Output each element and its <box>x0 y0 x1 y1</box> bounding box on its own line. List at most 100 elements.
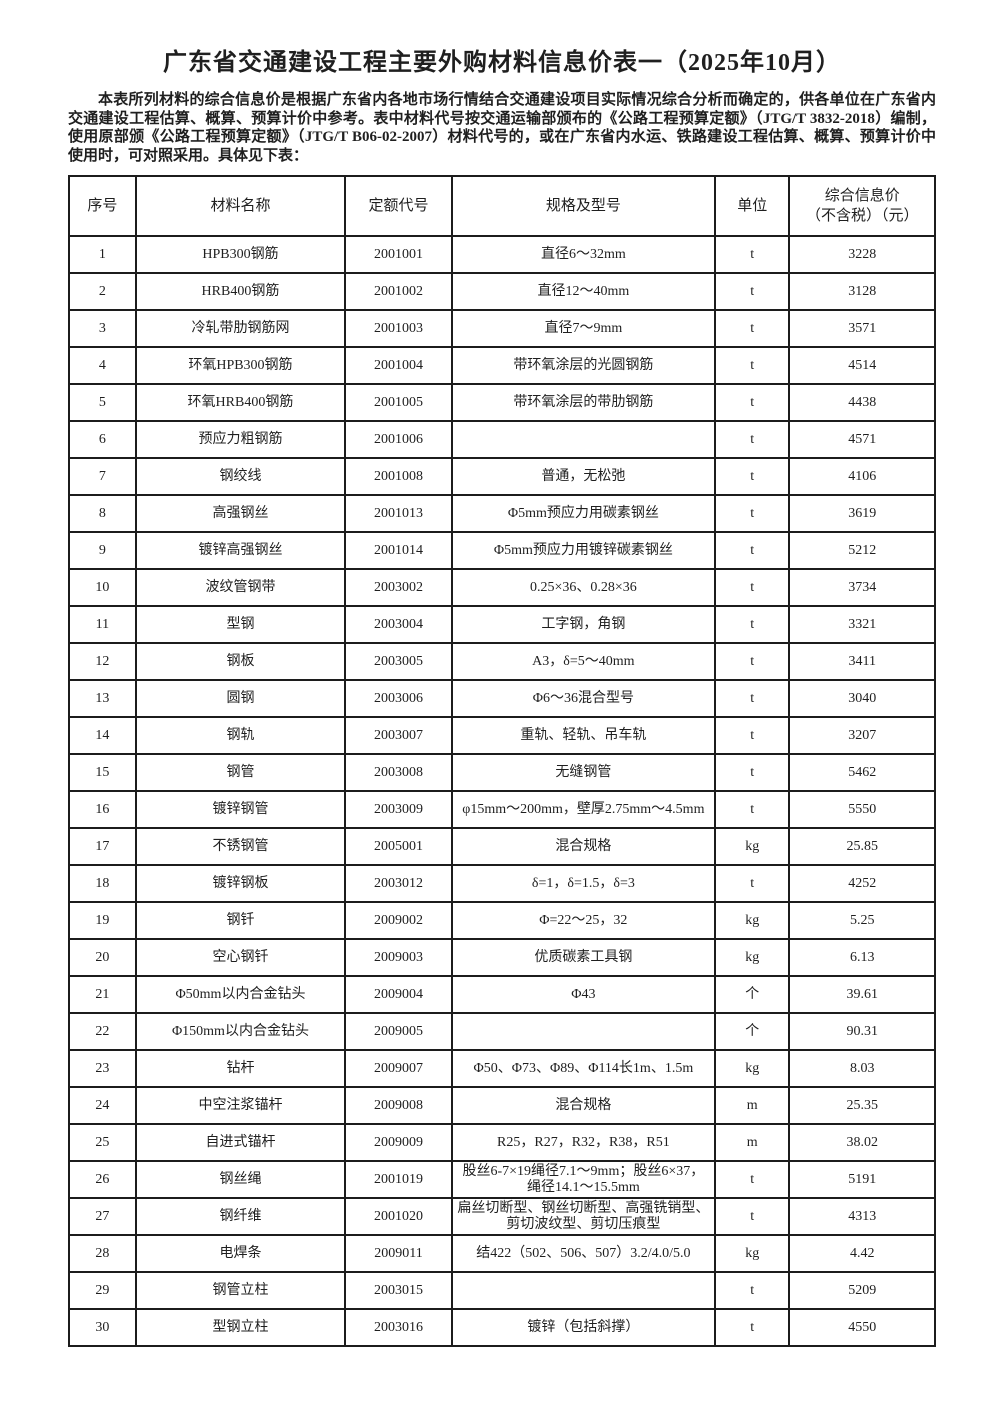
cell-row-number: 23 <box>68 1049 137 1089</box>
cell-quota-code: 2001019 <box>344 1160 453 1200</box>
cell-quota-code: 2001002 <box>344 272 453 312</box>
cell-price: 3734 <box>788 568 936 608</box>
cell-row-number: 11 <box>68 605 137 645</box>
cell-row-number: 12 <box>68 642 137 682</box>
cell-unit: t <box>713 1197 791 1237</box>
cell-material-name: 环氧HPB300钢筋 <box>134 346 347 386</box>
cell-quota-code: 2001004 <box>344 346 453 386</box>
cell-quota-code: 2003004 <box>344 605 453 645</box>
cell-quota-code: 2009005 <box>344 1012 453 1052</box>
cell-unit: t <box>713 605 791 645</box>
cell-unit: t <box>713 420 791 460</box>
column-header-no: 序号 <box>68 175 137 238</box>
cell-material-name: 高强钢丝 <box>134 494 347 534</box>
table-row: 27 钢纤维 2001020 扁丝切断型、钢丝切断型、高强铣销型、剪切波纹型、剪… <box>68 1197 936 1237</box>
cell-quota-code: 2001014 <box>344 531 453 571</box>
cell-quota-code: 2003007 <box>344 716 453 756</box>
cell-spec-model: Φ=22～25，32 <box>450 901 717 941</box>
cell-material-name: 电焊条 <box>134 1234 347 1274</box>
table-row: 14 钢轨 2003007 重轨、轻轨、吊车轨 t 3207 <box>68 716 936 756</box>
cell-quota-code: 2009002 <box>344 901 453 941</box>
cell-row-number: 5 <box>68 383 137 423</box>
cell-spec-model: 直径12～40mm <box>450 272 717 312</box>
cell-price: 3207 <box>788 716 936 756</box>
table-row: 28 电焊条 2009011 结422（502、506、507）3.2/4.0/… <box>68 1234 936 1274</box>
cell-spec-model: Φ6～36混合型号 <box>450 679 717 719</box>
cell-unit: t <box>713 716 791 756</box>
cell-spec-model: 普通，无松弛 <box>450 457 717 497</box>
table-row: 8 高强钢丝 2001013 Φ5mm预应力用碳素钢丝 t 3619 <box>68 494 936 534</box>
cell-quota-code: 2001008 <box>344 457 453 497</box>
cell-unit: t <box>713 494 791 534</box>
cell-spec-model: 混合规格 <box>450 1086 717 1126</box>
cell-quota-code: 2001003 <box>344 309 453 349</box>
cell-spec-model: Φ50、Φ73、Φ89、Φ114长1m、1.5m <box>450 1049 717 1089</box>
cell-material-name: Φ150mm以内合金钻头 <box>134 1012 347 1052</box>
cell-price: 5212 <box>788 531 936 571</box>
table-row: 4 环氧HPB300钢筋 2001004 带环氧涂层的光圆钢筋 t 4514 <box>68 346 936 386</box>
cell-quota-code: 2003006 <box>344 679 453 719</box>
table-row: 22 Φ150mm以内合金钻头 2009005 个 90.31 <box>68 1012 936 1052</box>
cell-row-number: 28 <box>68 1234 137 1274</box>
table-row: 18 镀锌钢板 2003012 δ=1，δ=1.5，δ=3 t 4252 <box>68 864 936 904</box>
cell-unit: t <box>713 753 791 793</box>
cell-row-number: 13 <box>68 679 137 719</box>
cell-material-name: 镀锌钢管 <box>134 790 347 830</box>
cell-unit: t <box>713 531 791 571</box>
table-row: 17 不锈钢管 2005001 混合规格 kg 25.85 <box>68 827 936 867</box>
cell-material-name: 钢丝绳 <box>134 1160 347 1200</box>
column-header-spec: 规格及型号 <box>450 175 717 238</box>
cell-unit: kg <box>713 1234 791 1274</box>
cell-price: 4106 <box>788 457 936 497</box>
cell-material-name: 钻杆 <box>134 1049 347 1089</box>
cell-unit: t <box>713 1308 791 1348</box>
cell-spec-model: Φ43 <box>450 975 717 1015</box>
cell-spec-model: Φ5mm预应力用镀锌碳素钢丝 <box>450 531 717 571</box>
table-row: 24 中空注浆锚杆 2009008 混合规格 m 25.35 <box>68 1086 936 1126</box>
cell-row-number: 2 <box>68 272 137 312</box>
cell-row-number: 15 <box>68 753 137 793</box>
cell-spec-model: Φ5mm预应力用碳素钢丝 <box>450 494 717 534</box>
cell-spec-model: 混合规格 <box>450 827 717 867</box>
column-header-price: 综合信息价 （不含税）（元） <box>788 175 936 238</box>
cell-quota-code: 2001001 <box>344 235 453 275</box>
cell-material-name: 钢纤维 <box>134 1197 347 1237</box>
cell-unit: 个 <box>713 1012 791 1052</box>
cell-unit: t <box>713 457 791 497</box>
cell-material-name: 镀锌高强钢丝 <box>134 531 347 571</box>
table-row: 5 环氧HRB400钢筋 2001005 带环氧涂层的带肋钢筋 t 4438 <box>68 383 936 423</box>
cell-price: 3128 <box>788 272 936 312</box>
cell-price: 4514 <box>788 346 936 386</box>
cell-row-number: 19 <box>68 901 137 941</box>
cell-spec-model: R25，R27，R32，R38，R51 <box>450 1123 717 1163</box>
cell-material-name: 不锈钢管 <box>134 827 347 867</box>
cell-row-number: 26 <box>68 1160 137 1200</box>
cell-quota-code: 2009003 <box>344 938 453 978</box>
cell-unit: t <box>713 679 791 719</box>
cell-row-number: 25 <box>68 1123 137 1163</box>
column-header-unit: 单位 <box>713 175 791 238</box>
cell-row-number: 7 <box>68 457 137 497</box>
cell-spec-model: φ15mm～200mm，壁厚2.75mm～4.5mm <box>450 790 717 830</box>
cell-unit: t <box>713 1160 791 1200</box>
cell-quota-code: 2009009 <box>344 1123 453 1163</box>
cell-material-name: 空心钢钎 <box>134 938 347 978</box>
cell-spec-model: 工字钢，角钢 <box>450 605 717 645</box>
cell-price: 3228 <box>788 235 936 275</box>
table-row: 23 钻杆 2009007 Φ50、Φ73、Φ89、Φ114长1m、1.5m k… <box>68 1049 936 1089</box>
cell-spec-model: 镀锌（包括斜撑） <box>450 1308 717 1348</box>
cell-material-name: 钢管立柱 <box>134 1271 347 1311</box>
cell-row-number: 17 <box>68 827 137 867</box>
cell-quota-code: 2003002 <box>344 568 453 608</box>
cell-spec-model: 股丝6-7×19绳径7.1～9mm；股丝6×37，绳径14.1～15.5mm <box>450 1160 717 1200</box>
cell-row-number: 3 <box>68 309 137 349</box>
cell-material-name: 圆钢 <box>134 679 347 719</box>
cell-spec-model: 直径7～9mm <box>450 309 717 349</box>
cell-row-number: 9 <box>68 531 137 571</box>
table-row: 20 空心钢钎 2009003 优质碳素工具钢 kg 6.13 <box>68 938 936 978</box>
cell-row-number: 4 <box>68 346 137 386</box>
cell-material-name: 中空注浆锚杆 <box>134 1086 347 1126</box>
table-row: 21 Φ50mm以内合金钻头 2009004 Φ43 个 39.61 <box>68 975 936 1015</box>
cell-unit: t <box>713 383 791 423</box>
